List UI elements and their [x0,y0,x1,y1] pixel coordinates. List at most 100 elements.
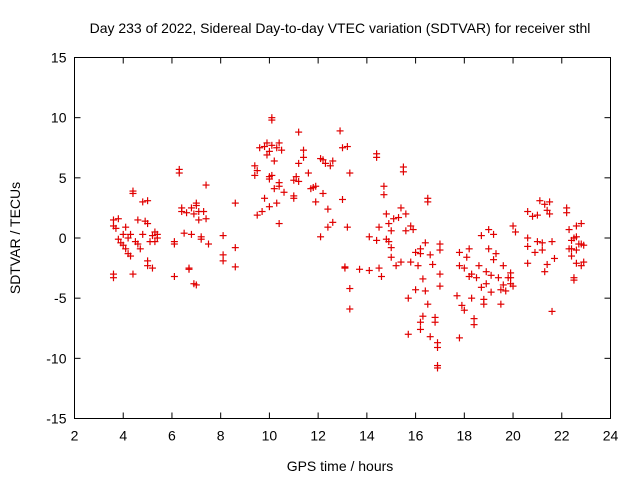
data-point [416,318,424,326]
data-point [524,242,532,250]
y-tick-label: 10 [51,110,67,126]
data-point [290,176,298,184]
x-tick-label: 24 [603,428,619,444]
x-tick-label: 8 [217,428,225,444]
data-point [187,230,195,238]
data-point [148,264,156,272]
data-point [273,199,281,207]
data-point [356,265,364,273]
data-point [195,216,203,224]
data-point [541,268,549,276]
chart-title: Day 233 of 2022, Sidereal Day-to-day VTE… [90,20,591,36]
x-tick-label: 12 [310,428,326,444]
data-point [144,197,152,205]
data-point [563,209,571,217]
data-point [436,240,444,248]
data-point [129,270,137,278]
data-point [480,300,488,308]
data-point [568,252,576,260]
data-point [407,258,415,266]
data-point [124,234,132,242]
data-point [343,223,351,231]
data-point [577,220,585,228]
x-tick-label: 16 [408,428,424,444]
data-point [568,245,576,253]
data-point [339,195,346,203]
data-point [127,252,135,260]
data-point [387,253,395,261]
y-tick-label: 0 [59,230,67,246]
data-point [119,230,127,238]
data-point [387,227,395,235]
data-point [541,200,549,208]
data-point [129,189,137,197]
data-point [134,216,142,224]
data-point [312,198,320,206]
data-point [482,280,490,288]
data-point [265,203,273,211]
data-point [421,239,429,247]
data-point [180,229,188,237]
data-point [324,223,332,231]
data-point [263,139,271,147]
data-point [275,220,283,228]
data-point [434,364,442,372]
data-point [550,254,558,262]
data-point [109,274,117,282]
data-point [431,313,439,321]
data-point [183,209,191,217]
data-point [470,315,478,323]
data-point [202,181,210,189]
data-point [290,194,298,202]
data-point [485,226,493,234]
data-point [533,211,541,219]
data-point [256,144,264,152]
data-point [258,208,266,216]
data-point [487,288,495,296]
data-point [524,234,532,242]
data-point [429,260,437,268]
data-point [477,283,485,291]
data-point [153,234,161,242]
data-point [580,241,588,249]
data-point [414,262,422,270]
data-point [577,262,585,270]
data-point [295,177,303,185]
data-point [524,259,532,267]
data-point [270,157,278,165]
data-point [490,256,498,264]
data-point [170,273,178,281]
data-point [494,274,502,282]
data-point [300,146,308,154]
data-point [436,246,444,254]
data-point [382,210,390,218]
data-point [416,325,424,333]
data-point [424,198,432,206]
data-point [139,198,147,206]
data-point [197,235,205,243]
data-point [477,232,485,240]
data-point [324,205,332,213]
data-point [572,233,580,241]
x-tick-label: 2 [71,428,79,444]
data-point [463,253,471,261]
data-point [546,198,554,206]
data-point [251,162,259,170]
data-point [404,330,412,338]
data-point [570,276,578,284]
x-tick-label: 6 [168,428,176,444]
x-tick-label: 18 [457,428,473,444]
data-point [412,286,420,294]
data-point [460,306,468,314]
data-point [114,235,122,243]
data-point [265,175,273,183]
data-point [399,168,407,176]
data-point [365,233,373,241]
data-point [329,218,337,226]
data-point [468,294,476,302]
data-point [319,189,327,197]
data-point [219,232,227,240]
data-point [536,197,544,205]
data-point [151,238,159,246]
data-point [192,202,200,210]
